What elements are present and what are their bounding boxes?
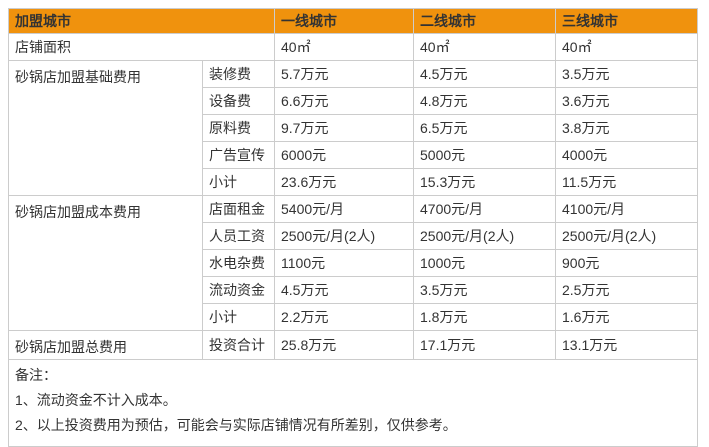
value-cell: 23.6万元 xyxy=(274,168,414,196)
value-cell: 4.5万元 xyxy=(413,60,556,88)
shop-area-value: 40㎡ xyxy=(413,33,556,61)
value-cell: 2.5万元 xyxy=(555,276,698,304)
table-row: 设备费 6.6万元 4.8万元 3.6万元 xyxy=(9,87,698,115)
table-row: 流动资金 4.5万元 3.5万元 2.5万元 xyxy=(9,276,698,304)
notes-title: 备注： xyxy=(15,367,57,383)
value-cell: 3.8万元 xyxy=(555,114,698,142)
item-cell: 水电杂费 xyxy=(202,249,275,277)
category-cell-total-fees: 砂锅店加盟总费用 xyxy=(8,330,203,360)
category-cell-cost-fees: 砂锅店加盟成本费用 xyxy=(8,195,203,331)
value-cell: 6.6万元 xyxy=(274,87,414,115)
header-cell-city: 加盟城市 xyxy=(8,8,275,34)
notes-row: 备注： 1、流动资金不计入成本。 2、以上投资费用为预估，可能会与实际店铺情况有… xyxy=(8,359,698,447)
item-cell: 店面租金 xyxy=(202,195,275,223)
shop-area-value: 40㎡ xyxy=(274,33,414,61)
header-cell-tier1: 一线城市 xyxy=(274,8,414,34)
table-header-row: 加盟城市 一线城市 二线城市 三线城市 xyxy=(8,8,698,34)
shop-area-row: 店铺面积 40㎡ 40㎡ 40㎡ xyxy=(8,33,698,61)
value-cell: 6000元 xyxy=(274,141,414,169)
item-cell: 小计 xyxy=(202,303,275,331)
value-cell: 2500元/月(2人) xyxy=(413,222,556,250)
note-line: 2、以上投资费用为预估，可能会与实际店铺情况有所差别，仅供参考。 xyxy=(15,417,457,433)
table-row: 原料费 9.7万元 6.5万元 3.8万元 xyxy=(9,114,698,142)
value-cell: 1.8万元 xyxy=(413,303,556,331)
value-cell: 17.1万元 xyxy=(413,330,556,360)
table-row: 砂锅店加盟基础费用 装修费 5.7万元 4.5万元 3.5万元 xyxy=(8,60,698,196)
value-cell: 1000元 xyxy=(413,249,556,277)
table-row: 砂锅店加盟总费用 投资合计 25.8万元 17.1万元 13.1万元 xyxy=(8,330,698,360)
table-row: 砂锅店加盟成本费用 店面租金 5400元/月 4700元/月 4100元/月 xyxy=(8,195,698,331)
notes-cell: 备注： 1、流动资金不计入成本。 2、以上投资费用为预估，可能会与实际店铺情况有… xyxy=(8,359,698,447)
table-row: 小计 23.6万元 15.3万元 11.5万元 xyxy=(9,168,698,196)
item-cell: 广告宣传 xyxy=(202,141,275,169)
shop-area-label: 店铺面积 xyxy=(8,33,275,61)
value-cell: 4.5万元 xyxy=(274,276,414,304)
note-line: 1、流动资金不计入成本。 xyxy=(15,392,177,408)
value-cell: 1100元 xyxy=(274,249,414,277)
value-cell: 9.7万元 xyxy=(274,114,414,142)
item-cell: 人员工资 xyxy=(202,222,275,250)
item-cell: 流动资金 xyxy=(202,276,275,304)
value-cell: 4100元/月 xyxy=(555,195,698,223)
table-row: 小计 2.2万元 1.8万元 1.6万元 xyxy=(9,303,698,331)
value-cell: 15.3万元 xyxy=(413,168,556,196)
value-cell: 3.5万元 xyxy=(413,276,556,304)
item-cell: 设备费 xyxy=(202,87,275,115)
header-cell-tier2: 二线城市 xyxy=(413,8,556,34)
value-cell: 25.8万元 xyxy=(274,330,414,360)
value-cell: 5000元 xyxy=(413,141,556,169)
value-cell: 5.7万元 xyxy=(274,60,414,88)
value-cell: 13.1万元 xyxy=(555,330,698,360)
value-cell: 2500元/月(2人) xyxy=(274,222,414,250)
franchise-cost-table: 加盟城市 一线城市 二线城市 三线城市 店铺面积 40㎡ 40㎡ 40㎡ 砂锅店… xyxy=(8,8,698,447)
item-cell: 投资合计 xyxy=(202,330,275,360)
table-row: 人员工资 2500元/月(2人) 2500元/月(2人) 2500元/月(2人) xyxy=(9,222,698,250)
value-cell: 2.2万元 xyxy=(274,303,414,331)
item-cell: 小计 xyxy=(202,168,275,196)
value-cell: 3.5万元 xyxy=(555,60,698,88)
item-cell: 原料费 xyxy=(202,114,275,142)
category-cell-base-fees: 砂锅店加盟基础费用 xyxy=(8,60,203,196)
table-row: 广告宣传 6000元 5000元 4000元 xyxy=(9,141,698,169)
header-cell-tier3: 三线城市 xyxy=(555,8,698,34)
value-cell: 4000元 xyxy=(555,141,698,169)
value-cell: 2500元/月(2人) xyxy=(555,222,698,250)
value-cell: 4.8万元 xyxy=(413,87,556,115)
item-cell: 装修费 xyxy=(202,60,275,88)
value-cell: 900元 xyxy=(555,249,698,277)
table-row: 水电杂费 1100元 1000元 900元 xyxy=(9,249,698,277)
shop-area-value: 40㎡ xyxy=(555,33,698,61)
value-cell: 6.5万元 xyxy=(413,114,556,142)
value-cell: 3.6万元 xyxy=(555,87,698,115)
value-cell: 1.6万元 xyxy=(555,303,698,331)
value-cell: 11.5万元 xyxy=(555,168,698,196)
value-cell: 5400元/月 xyxy=(274,195,414,223)
value-cell: 4700元/月 xyxy=(413,195,556,223)
